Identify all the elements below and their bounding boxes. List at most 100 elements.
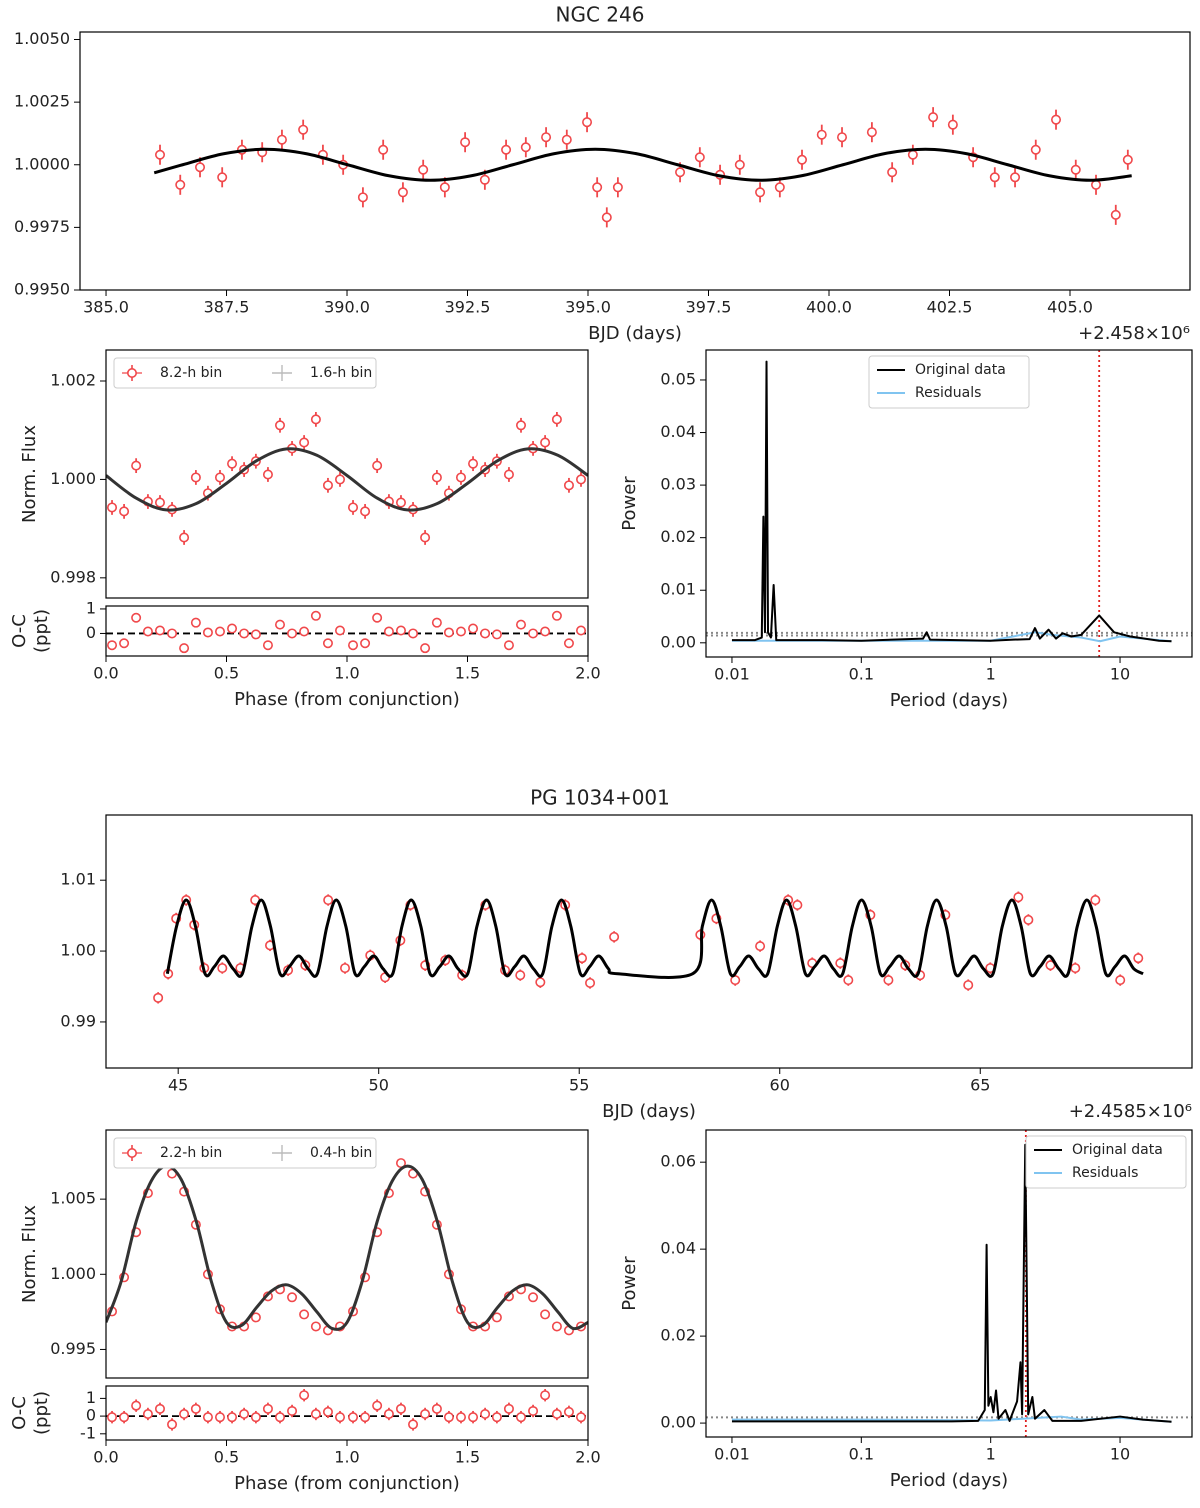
axes-frame: [105, 1385, 589, 1441]
data-point: [372, 1400, 383, 1411]
y-tick-label: 0.04: [660, 422, 696, 441]
data-point: [107, 1412, 118, 1423]
data-point: [455, 1412, 466, 1423]
data-point: [179, 1408, 190, 1419]
data-point: [154, 625, 165, 636]
y-tick-label: 0: [86, 1406, 96, 1425]
data-point: [154, 1403, 165, 1414]
data-point: [1115, 975, 1126, 986]
data-point: [1090, 895, 1101, 906]
data-point: [408, 628, 419, 639]
data-point: [480, 628, 491, 639]
data-point: [792, 900, 803, 911]
y-tick-label: 0.02: [660, 527, 696, 546]
data-point: [372, 460, 383, 471]
data-point: [907, 149, 918, 160]
axes-frame: [105, 349, 589, 599]
y-tick-label: 1: [86, 1388, 96, 1407]
panel: Phase (from conjunction) O-C (ppt) 0.0 0.5 1.…: [9, 1385, 601, 1494]
data-point: [335, 474, 346, 485]
x-tick-label: 0.1: [849, 1445, 874, 1464]
data-point: [335, 625, 346, 636]
legend-label: 1.6-h bin: [310, 365, 372, 381]
legend-box: [868, 355, 1030, 409]
data-point: [227, 1412, 238, 1423]
data-point: [310, 610, 321, 621]
data-point: [131, 1400, 142, 1411]
data-point: [455, 472, 466, 483]
x-axis-label: BJD (days): [588, 323, 682, 344]
x-tick-label: 397.5: [686, 298, 732, 317]
panel: PG 1034+001 BJD (days) +2.4585×10⁶ 45 50 55 60…: [60, 786, 1193, 1122]
data-point: [299, 437, 310, 448]
data-point: [563, 638, 574, 649]
data-point: [107, 640, 118, 651]
chart-title: NGC 246: [556, 3, 645, 27]
data-point: [227, 623, 238, 634]
series-line: [106, 447, 588, 512]
data-point: [195, 162, 206, 173]
legend-box: [113, 357, 377, 389]
x-axis-label: Period (days): [890, 690, 1008, 711]
x-tick-label: 50: [369, 1076, 389, 1095]
data-point: [214, 472, 225, 483]
data-point: [131, 612, 142, 623]
data-point: [299, 626, 310, 637]
y-tick-label: 0.00: [660, 1413, 696, 1432]
data-point: [360, 638, 371, 649]
series-line: [731, 1143, 1172, 1423]
data-point: [190, 472, 201, 483]
data-point: [755, 187, 766, 198]
x-tick-label: 0.0: [93, 664, 118, 683]
data-point: [576, 625, 587, 636]
data-point: [612, 182, 623, 193]
legend-label: Residuals: [1072, 1165, 1138, 1181]
data-point: [348, 502, 359, 513]
data-point: [1070, 963, 1081, 974]
x-tick-label: 1.5: [455, 1448, 480, 1467]
y-tick-label: 0: [86, 623, 96, 642]
data-point: [1010, 172, 1021, 183]
data-point: [340, 963, 351, 974]
data-point: [528, 1292, 539, 1303]
x-tick-label: 1.0: [334, 1448, 359, 1467]
y-tick-label: 1.0050: [14, 29, 70, 48]
data-point: [551, 1321, 562, 1332]
y-tick-label: 0.9975: [14, 217, 70, 236]
data-point: [287, 1292, 298, 1303]
plot-area: [706, 350, 1192, 657]
data-point: [250, 1412, 261, 1423]
data-point: [142, 1408, 153, 1419]
data-point: [563, 1406, 574, 1417]
data-point: [420, 1408, 431, 1419]
data-point: [262, 1403, 273, 1414]
data-point: [420, 643, 431, 654]
plot-area: [153, 891, 1144, 1004]
panel: NGC 246 BJD (days) +2.458×10⁶ 385.0 387.5 390…: [14, 3, 1191, 344]
panel: Phase (from conjunction) O-C (ppt) 0.0 0.5 1.…: [9, 598, 601, 710]
data-point: [516, 1412, 527, 1423]
data-point: [491, 1412, 502, 1423]
y-tick-label: 1.000: [50, 469, 96, 488]
data-point: [443, 627, 454, 638]
axes-frame: [105, 1129, 589, 1379]
data-point: [175, 179, 186, 190]
x-tick-label: 60: [770, 1076, 790, 1095]
data-point: [190, 1403, 201, 1414]
data-point: [443, 1412, 454, 1423]
data-point: [515, 970, 526, 981]
x-tick-label: 1: [986, 1445, 996, 1464]
data-point: [541, 132, 552, 143]
data-point: [227, 458, 238, 469]
y-tick-label: 1.000: [50, 1264, 96, 1283]
data-point: [601, 212, 612, 223]
data-point: [217, 172, 228, 183]
data-point: [1133, 953, 1144, 964]
data-point: [167, 1419, 178, 1430]
data-point: [774, 182, 785, 193]
legend-label: 8.2-h bin: [160, 365, 222, 381]
y-axis-label: Norm. Flux: [19, 1205, 40, 1303]
x-tick-label: 2.0: [575, 1448, 600, 1467]
data-point: [153, 992, 164, 1003]
